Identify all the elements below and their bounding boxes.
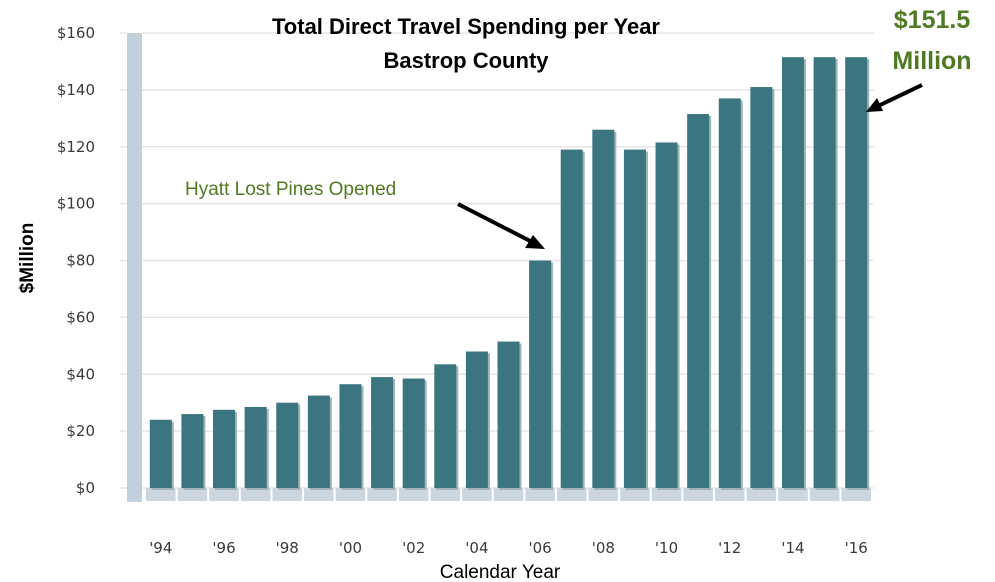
x-band-segment: [240, 488, 271, 501]
x-tick-labels: '94 '96 '98 '00 '02 '04 '06 '08 '10 '12 '14 '16: [149, 539, 868, 557]
x-band-segment: [683, 488, 713, 501]
bar: [623, 149, 646, 488]
y-tick-labels: $0 $20 $40 $60 $80 $100 $120 $140 $160: [57, 24, 95, 497]
bar: [592, 129, 615, 488]
bar: [718, 98, 741, 488]
x-band-segment: [841, 488, 871, 501]
bar: [845, 57, 868, 488]
x-band-segment: [651, 488, 682, 501]
x-tick-label: '94: [149, 539, 172, 557]
chart-subtitle: Bastrop County: [384, 48, 550, 73]
annotation-hyatt-arrowhead: [525, 235, 545, 249]
y-tick-label: $120: [57, 138, 95, 156]
x-band-segment: [588, 488, 619, 501]
annotation-hyatt: Hyatt Lost Pines Opened: [185, 179, 396, 200]
bar: [339, 384, 362, 488]
x-band-segment: [430, 488, 461, 501]
x-tick-label: '06: [528, 539, 551, 557]
bar: [276, 402, 299, 488]
bar: [213, 409, 236, 488]
bar: [655, 142, 678, 488]
y-tick-label: $20: [66, 422, 95, 440]
x-band-segment: [209, 488, 239, 501]
annotation-total-unit: Million: [892, 47, 971, 75]
x-band-segment: [398, 488, 429, 501]
x-band-segment: [746, 488, 777, 501]
bar: [402, 378, 425, 488]
bar: [244, 406, 267, 488]
annotation-total-arrow: [877, 83, 923, 108]
x-tick-label: '12: [718, 539, 741, 557]
annotation-total-arrowhead: [866, 98, 883, 112]
x-tick-label: '96: [212, 539, 235, 557]
y-tick-label: $60: [66, 308, 95, 326]
y-tick-label: $40: [66, 365, 95, 383]
annotation-total-value: $151.5: [894, 6, 971, 34]
bar: [497, 341, 520, 488]
bar: [465, 351, 488, 488]
x-band-segment: [778, 488, 808, 501]
bar: [781, 57, 804, 488]
x-band-segment: [335, 488, 366, 501]
y-tick-label: $140: [57, 81, 95, 99]
bar: [813, 57, 836, 488]
x-tick-label: '02: [402, 539, 425, 557]
bar: [307, 395, 330, 488]
x-band-segment: [367, 488, 397, 501]
bar: [560, 149, 583, 488]
x-tick-label: '98: [276, 539, 299, 557]
bar: [529, 260, 552, 488]
x-tick-label: '00: [339, 539, 362, 557]
bar: [149, 419, 172, 488]
x-band-segment: [462, 488, 492, 501]
x-band-segment: [809, 488, 840, 501]
y-tick-label: $160: [57, 24, 95, 42]
x-tick-label: '14: [781, 539, 804, 557]
annotation-hyatt-arrow: [457, 202, 533, 244]
chart-title: Total Direct Travel Spending per Year: [272, 14, 660, 39]
x-band-segment: [714, 488, 745, 501]
y-tick-label: $80: [66, 252, 95, 270]
x-band-segment: [304, 488, 334, 501]
x-tick-label: '04: [465, 539, 488, 557]
bar: [371, 377, 394, 488]
x-tick-label: '10: [655, 539, 678, 557]
x-band-segment: [556, 488, 587, 501]
x-band-segment: [525, 488, 555, 501]
x-band-segment: [177, 488, 208, 501]
y-tick-label: $100: [57, 195, 95, 213]
bar: [750, 87, 773, 488]
x-tick-label: '16: [845, 539, 868, 557]
y-axis-title: $Million: [17, 223, 38, 294]
x-band-segment: [620, 488, 650, 501]
bar: [687, 114, 710, 488]
x-band-segment: [146, 488, 176, 501]
bar: [434, 364, 457, 488]
x-band-segment: [272, 488, 303, 501]
x-band-segment: [493, 488, 524, 501]
y-axis-band: [127, 33, 142, 502]
bars: [146, 57, 871, 501]
y-tick-label: $0: [76, 479, 95, 497]
bar: [181, 414, 204, 488]
x-axis-title: Calendar Year: [440, 562, 561, 582]
x-tick-label: '08: [592, 539, 615, 557]
